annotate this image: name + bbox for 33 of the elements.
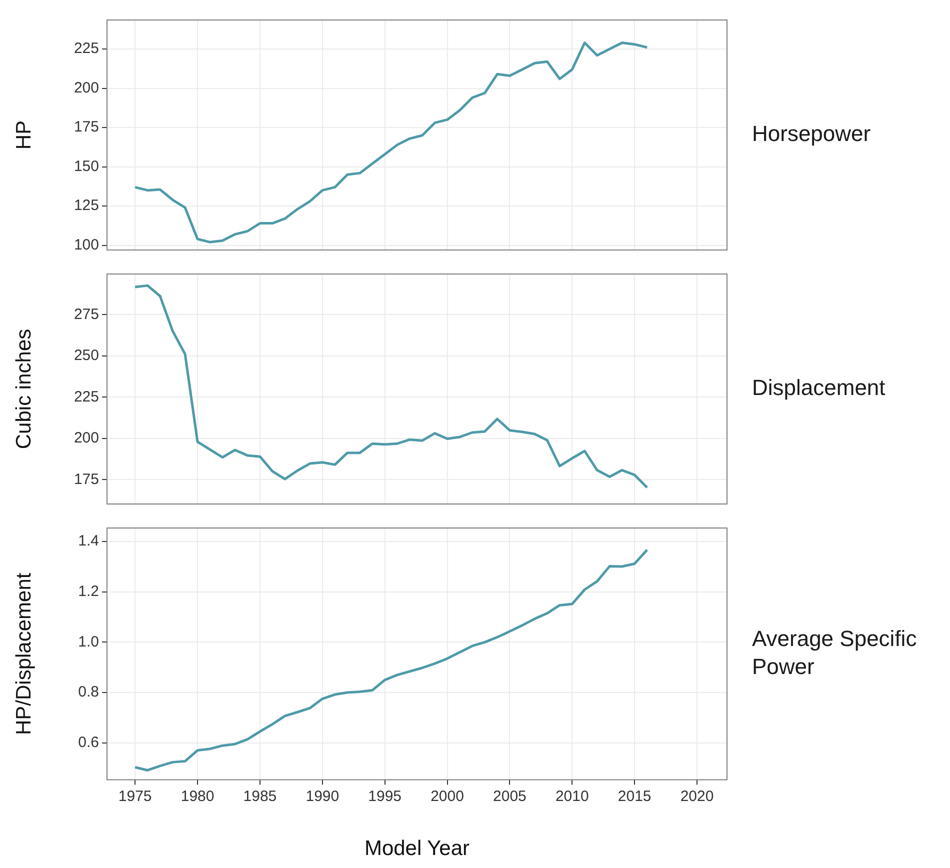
text: Horsepower	[752, 121, 871, 146]
y-tick-label: 0.6	[78, 734, 99, 751]
y-tick-label: 225	[74, 388, 99, 406]
y-tick-label: 1.4	[78, 532, 99, 550]
y-tick-label: 1.2	[78, 583, 99, 600]
text: Displacement	[752, 375, 886, 400]
y-tick-label: 175	[74, 470, 99, 488]
x-tick-label: 2005	[493, 788, 526, 805]
x-tick-label: 2010	[555, 788, 589, 805]
y-tick-label: 150	[74, 158, 99, 175]
text: Average Specific Power	[752, 626, 917, 679]
x-axis-title: Model Year	[364, 837, 470, 860]
x-tick-label: 1990	[306, 788, 340, 805]
y-tick-label: 1.0	[78, 633, 99, 650]
y-tick-label: 200	[74, 430, 99, 447]
y-axis-title: HP/Displacement	[12, 572, 36, 736]
y-tick-label: 125	[74, 197, 99, 214]
y-axis-title: HP	[12, 120, 36, 150]
y-tick-label: 275	[74, 306, 99, 323]
y-tick-label: 250	[74, 347, 99, 364]
x-tick-label: 1975	[118, 788, 152, 805]
x-tick-label: 1995	[368, 788, 402, 805]
x-tick-label: 2020	[680, 788, 714, 805]
y-axis-title: Cubic inches	[12, 328, 36, 450]
x-tick-label: 1985	[243, 788, 277, 805]
x-tick-label: 2000	[430, 788, 464, 805]
y-tick-label: 225	[74, 40, 99, 58]
y-tick-label: 200	[74, 79, 99, 96]
y-tick-label: 100	[74, 236, 99, 254]
x-tick-label: 2015	[618, 788, 652, 805]
y-tick-label: 175	[74, 118, 99, 136]
x-tick-label: 1980	[180, 788, 214, 805]
y-tick-label: 0.8	[78, 684, 99, 701]
